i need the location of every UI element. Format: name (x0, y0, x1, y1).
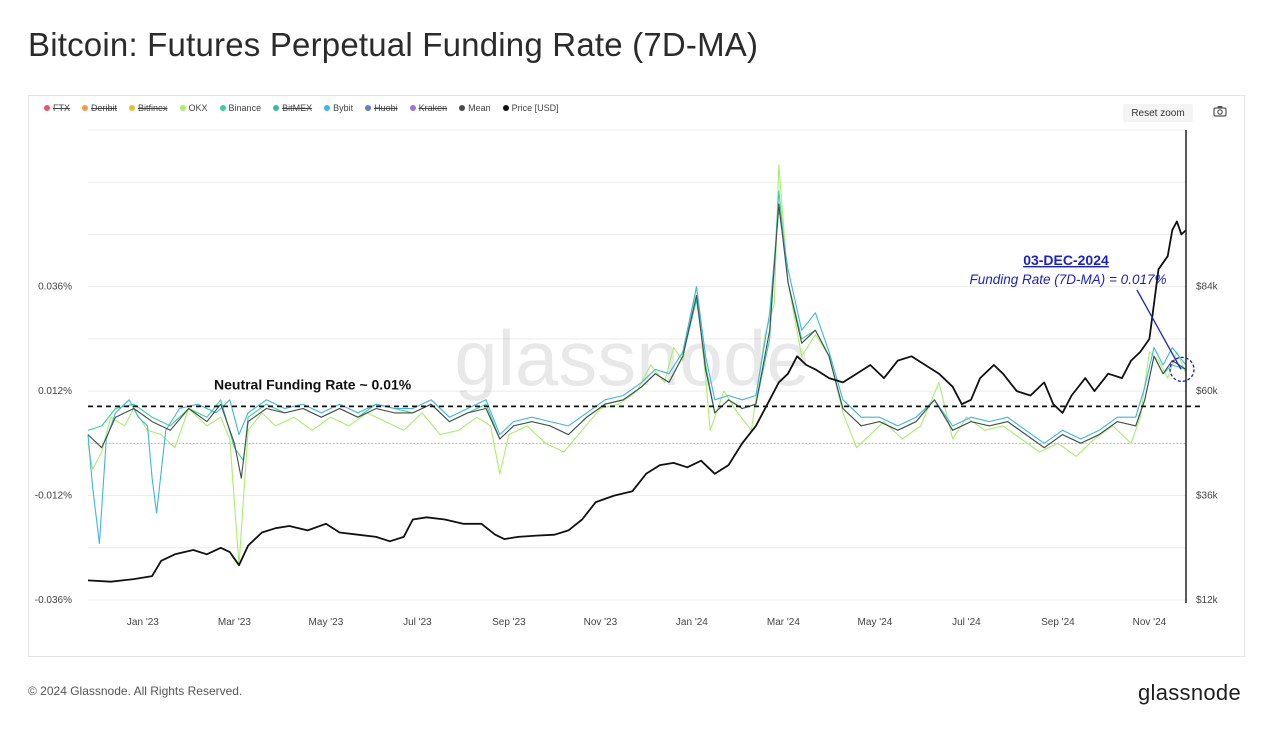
x-tick-label: Nov '24 (1133, 617, 1167, 628)
legend-item-bybit[interactable]: Bybit (324, 103, 353, 113)
reset-zoom-button[interactable]: Reset zoom (1123, 104, 1193, 122)
x-tick-label: Mar '23 (218, 617, 251, 628)
neutral-funding-label: Neutral Funding Rate ~ 0.01% (214, 376, 412, 392)
watermark: glassnode (454, 314, 810, 402)
legend-dot (44, 105, 50, 111)
legend-dot (82, 105, 88, 111)
legend-label: Bitfinex (138, 103, 168, 113)
legend-item-mean[interactable]: Mean (459, 103, 491, 113)
callout-leader-line (1136, 289, 1182, 370)
legend-item-bitfinex[interactable]: Bitfinex (129, 103, 168, 113)
legend-dot (219, 105, 226, 111)
x-tick-label: May '23 (309, 617, 344, 628)
legend-dot (365, 105, 372, 111)
legend-label: FTX (53, 103, 70, 113)
y-right-tick-label: $84k (1196, 282, 1219, 293)
y-left-tick-label: 0.036% (38, 282, 72, 293)
camera-icon[interactable] (1213, 105, 1227, 117)
y-left-tick-label: 0.012% (38, 386, 72, 397)
legend-label: OKX (188, 103, 208, 113)
legend-label: Binance (228, 103, 262, 113)
x-tick-label: Mar '24 (767, 617, 800, 628)
legend-item-kraken[interactable]: Kraken (409, 103, 448, 113)
legend-item-deribit[interactable]: Deribit (82, 103, 117, 113)
legend-label: Huobi (374, 103, 398, 113)
legend-dot (129, 105, 136, 111)
x-tick-label: Jan '24 (676, 617, 708, 628)
legend-item-ftx[interactable]: FTX (44, 103, 70, 113)
footer-copyright: © 2024 Glassnode. All Rights Reserved. (28, 684, 243, 698)
y-left-tick-label: -0.036% (35, 595, 72, 606)
legend-label: Mean (468, 103, 491, 113)
legend-label: Bybit (333, 103, 354, 113)
legend-dot (459, 105, 466, 111)
y-right-tick-label: $36k (1196, 491, 1219, 502)
chart-legend: FTX Deribit Bitfinex OKX Binance BitMEX Bybit H… (44, 103, 559, 113)
footer-logo: glassnode (1138, 680, 1241, 705)
series-line-price (87, 220, 1187, 583)
legend-label: Deribit (91, 103, 118, 113)
x-tick-label: Nov '23 (584, 617, 618, 628)
legend-dot (502, 105, 509, 111)
legend-dot (179, 105, 186, 111)
page-title: Bitcoin: Futures Perpetual Funding Rate … (28, 26, 759, 63)
legend-item-binance[interactable]: Binance (219, 103, 262, 113)
x-tick-label: Jan '23 (127, 617, 159, 628)
legend-item-bitmex[interactable]: BitMEX (273, 103, 312, 113)
x-tick-label: Sep '23 (492, 617, 526, 628)
callout-marker-circle (1169, 356, 1195, 383)
legend-label: Price [USD] (511, 103, 559, 113)
legend-item-huobi[interactable]: Huobi (365, 103, 398, 113)
legend-item-price-usd[interactable]: Price [USD] (502, 103, 559, 113)
legend-label: BitMEX (282, 103, 313, 113)
x-tick-label: Jul '24 (952, 617, 981, 628)
legend-dot (324, 105, 331, 111)
y-right-tick-label: $60k (1196, 386, 1219, 397)
legend-item-okx[interactable]: OKX (179, 103, 208, 113)
legend-label: Kraken (418, 103, 448, 113)
callout-text: Funding Rate (7D-MA) = 0.017% (970, 272, 1167, 287)
x-tick-label: Sep '24 (1041, 617, 1075, 628)
y-right-tick-label: $12k (1196, 595, 1219, 606)
chart-card (28, 95, 1245, 657)
callout-date: 03-DEC-2024 (1023, 252, 1109, 268)
legend-dot (273, 105, 280, 111)
legend-dot (409, 105, 416, 111)
series-line-bybit (87, 207, 1187, 544)
x-tick-label: May '24 (858, 617, 893, 628)
x-tick-label: Jul '23 (403, 617, 432, 628)
series-line-mean (87, 203, 1187, 479)
y-left-tick-label: -0.012% (35, 491, 72, 502)
